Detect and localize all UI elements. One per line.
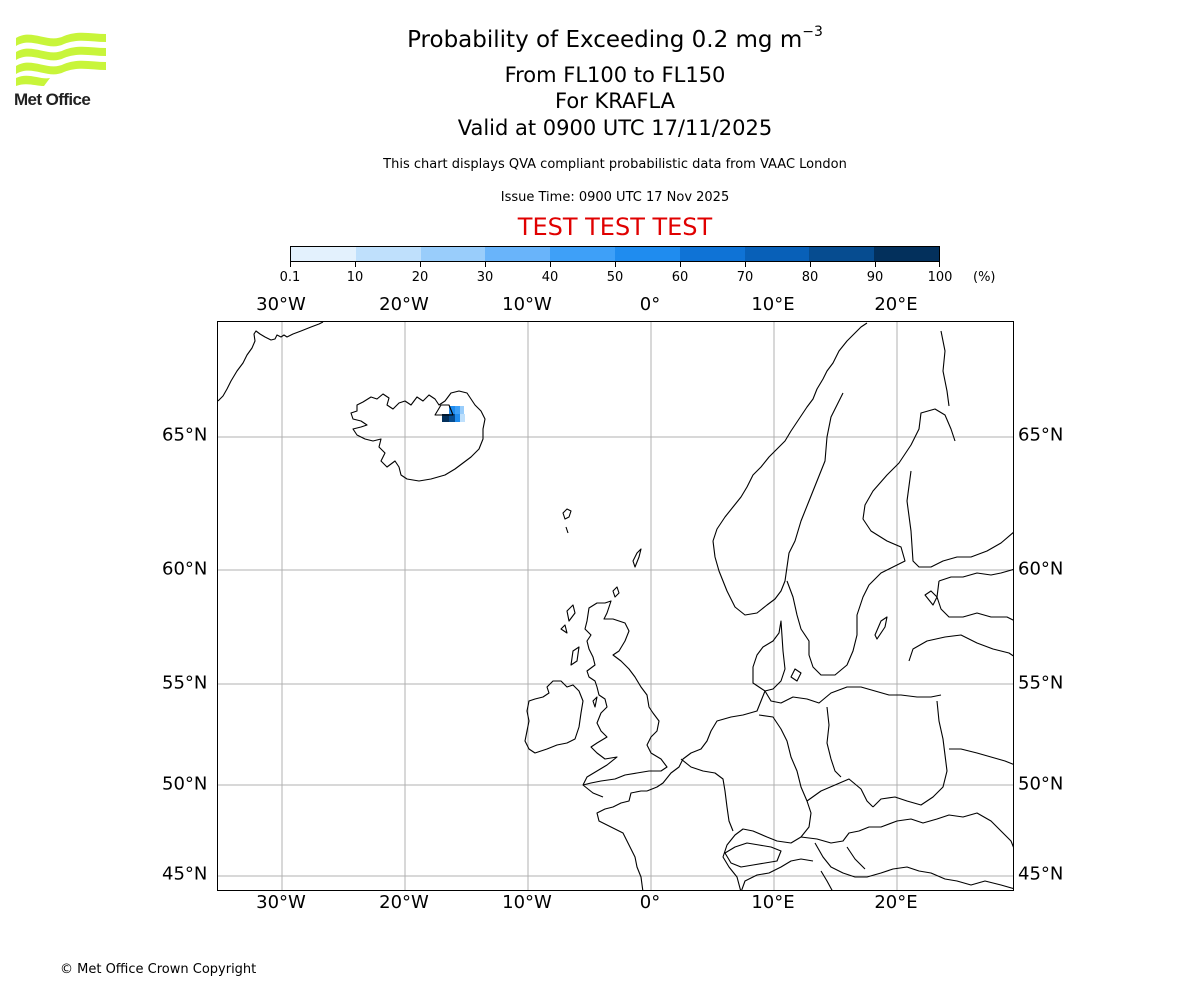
coastlines [218,322,1013,890]
copyright-footer: © Met Office Crown Copyright [60,962,257,977]
lon-label-bottom: 30°W [256,892,306,913]
data-source-note: This chart displays QVA compliant probab… [383,157,847,172]
colorbar-bin-3 [420,247,486,261]
title-superscript: −3 [802,24,823,40]
lon-label-bottom: 10°W [502,892,552,913]
colorbar-label: 10 [346,270,364,285]
title-main: Probability of Exceeding 0.2 mg m [407,27,803,53]
lat-label-right: 50°N [1018,773,1064,795]
lon-label-top: 20°W [379,294,429,315]
colorbar-bin-8 [744,247,810,261]
ash-probability-plume [442,406,465,422]
lon-label-bottom: 0° [639,892,661,913]
lat-label-right: 45°N [1018,863,1064,885]
colorbar-bin-5 [550,247,615,261]
colorbar-tick [745,262,746,267]
lat-label-right: 65°N [1018,424,1064,446]
colorbar-bin-7 [679,247,745,261]
colorbar-tick [680,262,681,267]
map-panel[interactable] [217,321,1014,891]
lon-label-top: 10°E [751,294,795,315]
colorbar-tick [355,262,356,267]
colorbar-label: 90 [866,270,884,285]
lon-label-top: 0° [639,294,661,315]
lat-label-right: 55°N [1018,672,1064,694]
colorbar-bin-6 [614,247,680,261]
issue-time: Issue Time: 0900 UTC 17 Nov 2025 [500,190,730,205]
colorbar-tick [615,262,616,267]
test-banner: TEST TEST TEST [517,213,713,241]
lat-label-left: 65°N [162,424,208,446]
lon-label-bottom: 20°E [874,892,918,913]
colorbar-bin-9 [809,247,875,261]
colorbar-label: 0.1 [279,270,301,285]
lon-label-top: 30°W [256,294,306,315]
colorbar-label: 30 [476,270,494,285]
colorbar-tick [939,262,940,267]
colorbar-bin-10 [874,247,939,261]
colorbar-tick [810,262,811,267]
lat-label-left: 50°N [162,773,208,795]
colorbar-label: 100 [927,270,953,285]
map-canvas [218,322,1013,890]
colorbar-tick [550,262,551,267]
colorbar-bin-1 [291,247,356,261]
logo-text: Met Office [14,90,91,109]
colorbar-label: 80 [801,270,819,285]
colorbar-bin-4 [485,247,551,261]
colorbar-tick [290,262,291,267]
colorbar-bin-2 [355,247,421,261]
colorbar-unit: (%) [973,270,996,285]
colorbar-tick [485,262,486,267]
colorbar-tick [420,262,421,267]
chart-title: Probability of Exceeding 0.2 mg m−3 [0,24,1200,53]
colorbar-tick [875,262,876,267]
lon-label-top: 20°E [874,294,918,315]
met-office-logo: Met Office [14,30,109,112]
lat-label-right: 60°N [1018,558,1064,580]
colorbar-label: 20 [411,270,429,285]
volcano-name: For KRAFLA [555,89,675,113]
graticule [218,322,1013,890]
lat-label-left: 45°N [162,863,208,885]
colorbar-label: 70 [736,270,754,285]
lon-label-top: 10°W [502,294,552,315]
met-office-waves-icon [16,32,106,86]
colorbar-label: 50 [606,270,624,285]
lon-label-bottom: 10°E [751,892,795,913]
colorbar [290,246,940,262]
lon-label-bottom: 20°W [379,892,429,913]
lat-label-left: 60°N [162,558,208,580]
lat-label-left: 55°N [162,672,208,694]
valid-time: Valid at 0900 UTC 17/11/2025 [457,116,773,140]
colorbar-label: 60 [671,270,689,285]
flight-level-range: From FL100 to FL150 [504,63,726,87]
colorbar-label: 40 [541,270,559,285]
